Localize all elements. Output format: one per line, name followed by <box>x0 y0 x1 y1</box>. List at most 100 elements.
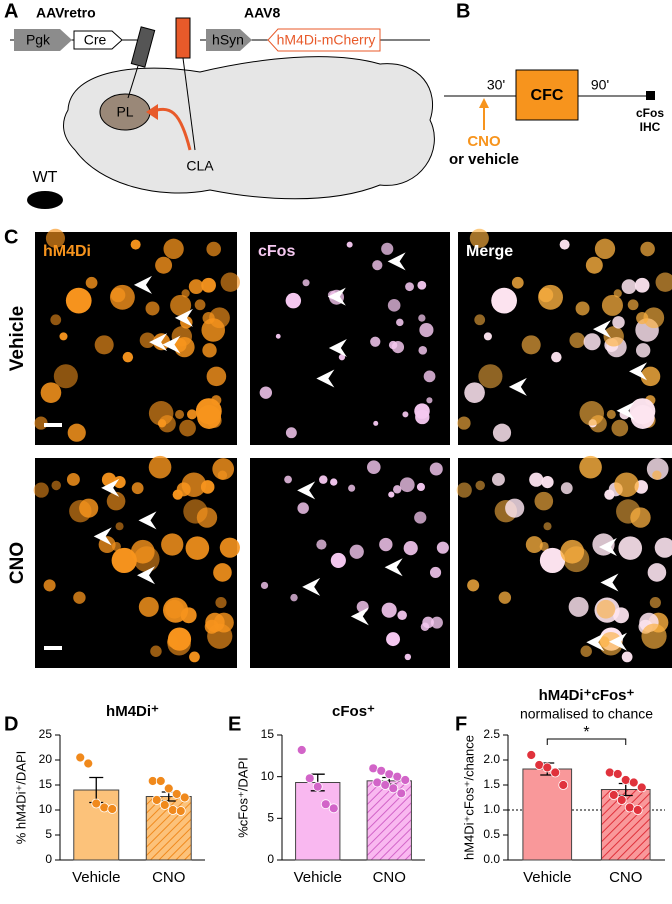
cell <box>640 366 661 387</box>
cell <box>541 475 554 489</box>
cell <box>130 239 141 250</box>
cell <box>170 294 192 316</box>
data-point <box>155 776 166 786</box>
cell <box>50 314 62 326</box>
drug-label: CNO <box>467 133 501 150</box>
readout-label: cFos <box>636 106 664 120</box>
y-tick-label: 0 <box>45 852 52 866</box>
cell <box>367 460 381 474</box>
cell <box>348 484 356 492</box>
cell <box>219 537 240 558</box>
cell <box>338 354 346 361</box>
cell <box>33 482 49 498</box>
gene-arrow <box>267 28 381 52</box>
cell <box>655 272 672 292</box>
cell <box>423 370 436 383</box>
arrowhead <box>600 573 619 592</box>
data-point <box>388 783 399 794</box>
cell <box>381 242 394 255</box>
data-point <box>604 767 615 778</box>
y-tick-label: 10 <box>261 769 275 783</box>
cell <box>150 645 162 657</box>
cell <box>179 419 196 437</box>
arrowhead <box>316 369 335 388</box>
data-point <box>636 782 647 793</box>
cell <box>539 547 566 574</box>
cell <box>372 260 383 271</box>
significance-bracket <box>546 738 627 745</box>
cell <box>403 541 418 556</box>
cell <box>381 602 397 618</box>
cell <box>583 333 601 351</box>
cell <box>585 256 603 274</box>
y-tick-label: 10 <box>39 802 53 816</box>
region-label: CLA <box>186 158 214 174</box>
data-point <box>151 795 162 805</box>
data-point <box>396 788 407 799</box>
cell <box>559 239 570 250</box>
cell <box>397 610 407 621</box>
cell <box>505 498 525 518</box>
cell <box>483 332 492 341</box>
cell <box>474 314 486 326</box>
data-point <box>167 805 178 815</box>
cell <box>560 539 585 564</box>
y-axis-label: % hM4Di⁺/DAPI <box>13 751 28 845</box>
cell <box>212 458 235 480</box>
cell <box>53 364 78 389</box>
cell <box>181 472 207 497</box>
readout-label: IHC <box>640 120 661 134</box>
arrow-head <box>146 104 158 120</box>
time-label: 90' <box>591 77 609 93</box>
arrowhead <box>138 511 157 530</box>
cell <box>386 632 401 647</box>
cell <box>215 596 227 609</box>
arrowhead <box>608 632 627 651</box>
column-label: Merge <box>466 243 513 260</box>
cell <box>188 279 204 295</box>
cell <box>391 341 405 354</box>
cell <box>652 470 662 480</box>
data-point <box>612 769 623 779</box>
cell <box>155 256 173 274</box>
arrowhead <box>508 377 527 396</box>
vector-label: AAV8 <box>244 5 281 21</box>
arrowhead <box>327 287 346 306</box>
scale-bar <box>44 646 62 650</box>
cell <box>606 409 616 419</box>
arrowhead <box>297 481 316 500</box>
y-axis-label: %cFos⁺/DAPI <box>235 757 250 838</box>
cell <box>464 382 485 403</box>
cell <box>284 475 292 484</box>
data-point <box>550 767 561 778</box>
cell <box>59 332 68 341</box>
arrowhead <box>586 633 605 652</box>
significance-label: * <box>583 724 589 741</box>
cell <box>51 480 62 491</box>
data-point <box>632 805 643 815</box>
row-label: Vehicle <box>7 306 28 372</box>
cell <box>399 477 415 493</box>
cell <box>419 322 434 338</box>
cell <box>634 277 650 293</box>
x-tick-label: Vehicle <box>523 869 571 886</box>
promoter-label: hSyn <box>212 32 244 48</box>
arrowhead <box>149 333 168 352</box>
cfc-label: CFC <box>531 87 564 104</box>
cell <box>636 343 651 358</box>
y-axis-label: hM4Di⁺cFos⁺/chance <box>461 735 476 860</box>
cell <box>201 277 216 293</box>
cell <box>260 581 269 590</box>
cell <box>529 472 544 487</box>
arrow-head <box>479 98 489 108</box>
cell <box>601 294 623 316</box>
y-tick-label: 15 <box>261 727 275 741</box>
arrowhead <box>133 275 152 294</box>
cell <box>418 314 426 322</box>
cell <box>67 423 86 442</box>
data-point <box>542 762 553 773</box>
cell <box>220 272 240 292</box>
cell <box>498 591 512 604</box>
cell <box>319 475 328 484</box>
